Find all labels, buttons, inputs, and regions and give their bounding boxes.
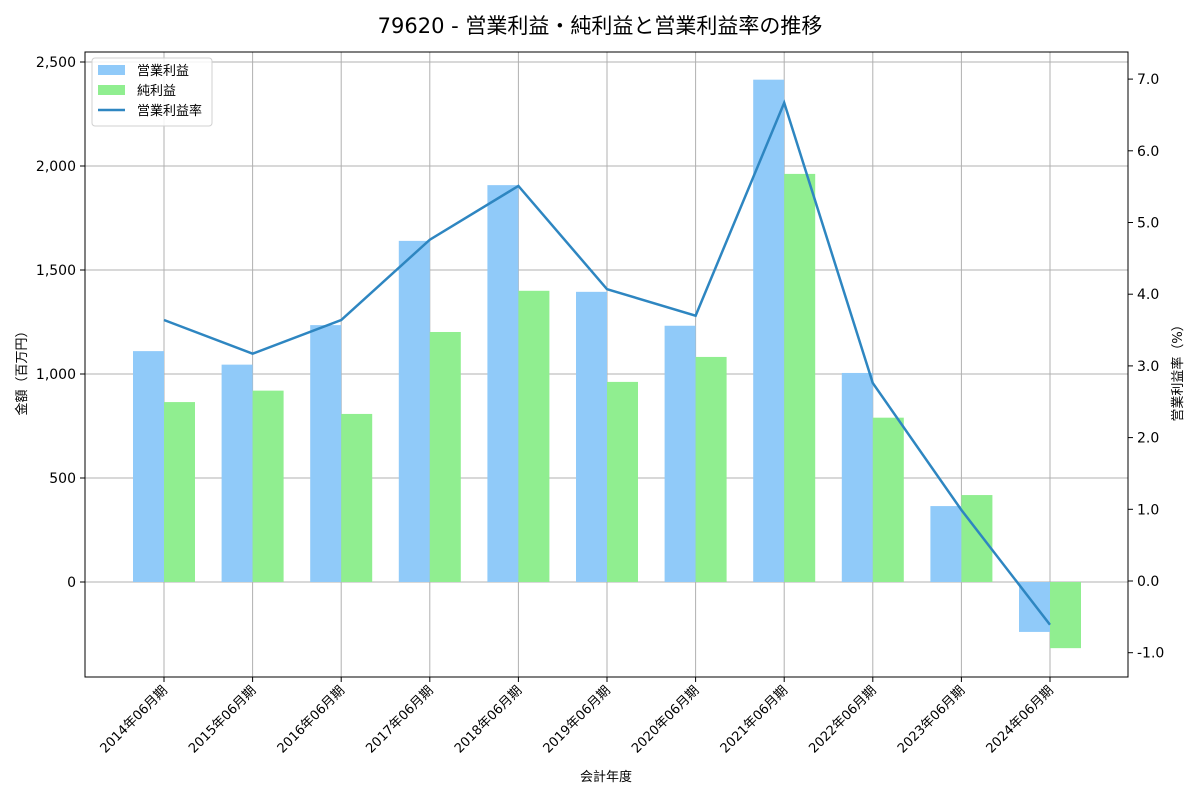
tick-label: 2024年06月期 (984, 683, 1057, 756)
tick-label: 2019年06月期 (541, 683, 614, 756)
tick-label: 2014年06月期 (98, 683, 171, 756)
tick-label: 1,500 (36, 263, 76, 279)
tick-label: 1,000 (36, 367, 76, 383)
tick-label: 2015年06月期 (186, 683, 259, 756)
tick-label: 2020年06月期 (629, 683, 702, 756)
x-axis: 2014年06月期 2015年06月期 2016年06月期 2017年06月期 2018… (98, 677, 1057, 757)
tick-label: 2023年06月期 (895, 683, 968, 756)
legend-label: 営業利益 (137, 63, 189, 79)
bar (784, 173, 816, 583)
bar (133, 351, 164, 582)
tick-label: 5.0 (1137, 216, 1159, 232)
tick-label: 2016年06月期 (275, 683, 348, 756)
y-axis-label-right: 営業利益率（%） (1170, 318, 1186, 421)
legend-swatch (98, 65, 125, 75)
tick-label: 0.0 (1137, 574, 1159, 590)
tick-label: 2,000 (36, 159, 76, 175)
margin-line (163, 99, 1051, 626)
x-axis-label: 会計年度 (580, 769, 632, 785)
bar (961, 495, 993, 582)
tick-label: -1.0 (1137, 646, 1164, 662)
bar (429, 331, 461, 582)
bar-series (133, 79, 1081, 649)
tick-label: 0 (67, 575, 76, 591)
tick-label: 2,500 (36, 55, 76, 71)
legend-swatch (98, 85, 125, 95)
bar (518, 290, 550, 582)
bar (164, 402, 195, 582)
bar (221, 364, 253, 582)
bar (341, 413, 373, 582)
legend-label: 営業利益率 (137, 103, 202, 119)
tick-label: 1.0 (1137, 502, 1159, 518)
bar (695, 356, 727, 582)
legend-label: 純利益 (137, 84, 176, 99)
tick-label: 2017年06月期 (363, 683, 436, 756)
tick-label: 4.0 (1137, 287, 1159, 303)
tick-label: 500 (49, 471, 76, 487)
bar (398, 240, 430, 582)
bar (576, 291, 607, 582)
bar (872, 417, 904, 582)
margin-line-series (163, 99, 1051, 626)
bar (607, 381, 638, 582)
chart-title: 79620 - 営業利益・純利益と営業利益率の推移 (377, 14, 823, 38)
tick-label: 2.0 (1137, 431, 1159, 447)
bar (930, 506, 962, 582)
bar (252, 390, 284, 582)
bar (841, 372, 873, 582)
tick-label: 2022年06月期 (806, 683, 879, 756)
tick-label: 2021年06月期 (718, 683, 791, 756)
bar (753, 79, 785, 583)
bar (487, 185, 519, 583)
bar (1050, 582, 1081, 649)
tick-label: 7.0 (1137, 72, 1159, 88)
y-axis-left: 0 500 1,000 1,500 2,000 2,500 (36, 55, 85, 591)
tick-label: 2018年06月期 (452, 683, 525, 756)
tick-label: 6.0 (1137, 144, 1159, 160)
y-axis-right: -1.0 0.0 1.0 2.0 3.0 4.0 5.0 6.0 7.0 (1128, 72, 1164, 662)
y-axis-label-left: 金額（百万円） (14, 324, 30, 415)
tick-label: 3.0 (1137, 359, 1159, 375)
bar (310, 325, 342, 582)
bar (664, 325, 696, 582)
